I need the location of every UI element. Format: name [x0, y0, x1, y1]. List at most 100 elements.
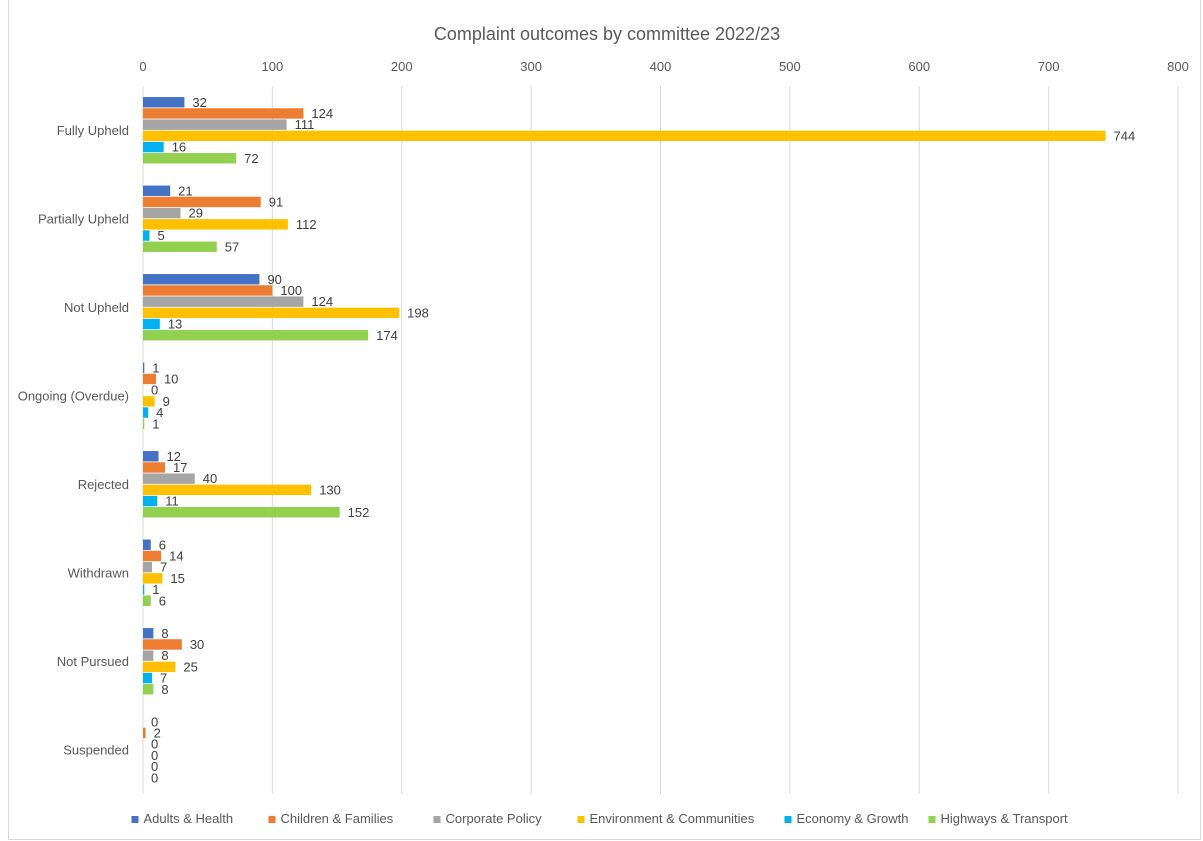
legend: Adults & Health Children & Families Corpor… [131, 811, 1069, 826]
bar-children-families-6 [143, 639, 182, 650]
data-label: 9 [163, 394, 170, 409]
data-label: 72 [244, 151, 258, 166]
data-label: 6 [159, 537, 166, 552]
bar-highways-transport-3 [143, 418, 145, 429]
x-tick-label: 0 [139, 59, 146, 74]
data-label: 0 [151, 383, 158, 398]
legend-swatch [268, 816, 276, 823]
data-label: 744 [1114, 128, 1136, 143]
bar-highways-transport-5 [143, 595, 151, 606]
bar-children-families-5 [143, 550, 162, 562]
category-labels: Fully Upheld Partially Upheld Not Upheld On… [18, 123, 129, 758]
data-label: 100 [280, 283, 302, 298]
bar-children-families-7 [143, 727, 146, 739]
category-label: Not Upheld [64, 300, 129, 315]
bar-highways-transport-0 [143, 153, 237, 164]
legend-swatch [131, 816, 139, 823]
data-label: 152 [348, 505, 370, 520]
bar-economy-growth-4 [143, 495, 158, 507]
data-label: 0 [151, 714, 158, 729]
gridlines [142, 86, 1179, 794]
data-label: 130 [319, 482, 341, 497]
data-label: 8 [161, 682, 168, 697]
data-label: 198 [407, 305, 429, 320]
data-label: 11 [165, 494, 179, 509]
data-label: 5 [157, 228, 164, 243]
bar-environment-communities-3 [143, 396, 155, 407]
bar-highways-transport-6 [143, 684, 154, 695]
data-label: 8 [161, 648, 168, 663]
data-label: 91 [269, 194, 283, 209]
x-tick-label: 600 [908, 59, 930, 74]
data-label: 1 [152, 360, 159, 375]
data-label: 57 [225, 239, 239, 254]
bar-children-families-3 [143, 373, 156, 385]
bar-economy-growth-6 [143, 672, 153, 684]
bar-corporate-policy-4 [143, 473, 195, 484]
bar-highways-transport-2 [143, 330, 369, 341]
data-label: 25 [183, 659, 197, 674]
data-label: 2 [154, 725, 161, 740]
data-label: 6 [159, 593, 166, 608]
bar-corporate-policy-5 [143, 561, 153, 573]
bar-adults-health-2 [143, 274, 260, 285]
data-label: 10 [164, 371, 178, 386]
bar-environment-communities-1 [143, 219, 288, 230]
data-label: 40 [203, 471, 217, 486]
data-label: 174 [376, 328, 398, 343]
data-label: 0 [151, 748, 158, 763]
bar-environment-communities-6 [143, 661, 176, 673]
data-label: 1 [152, 416, 159, 431]
legend-item-label: Children & Families [281, 811, 394, 826]
legend-item-label: Corporate Policy [446, 811, 543, 826]
category-label: Ongoing (Overdue) [18, 388, 129, 403]
legend-swatch [433, 816, 441, 823]
bar-children-families-4 [143, 462, 165, 473]
data-label: 13 [168, 317, 182, 332]
x-tick-label: 500 [779, 59, 801, 74]
x-tick-label: 700 [1038, 59, 1060, 74]
bar-adults-health-4 [143, 451, 159, 462]
x-tick-label: 800 [1167, 59, 1189, 74]
data-label: 90 [267, 272, 281, 287]
x-tick-label: 400 [650, 59, 672, 74]
x-tick-label: 100 [262, 59, 284, 74]
bar-children-families-1 [143, 196, 261, 208]
bar-economy-growth-3 [143, 407, 149, 418]
data-label: 112 [296, 217, 317, 232]
bar-corporate-policy-6 [143, 650, 154, 661]
x-tick-label: 300 [520, 59, 542, 74]
bar-corporate-policy-2 [143, 296, 304, 307]
data-labels: 3212411174416722191291125579010012419813… [151, 95, 1135, 786]
data-label: 30 [190, 637, 204, 652]
data-label: 124 [311, 294, 333, 309]
x-axis-ticks: 0 100 200 300 400 500 600 700 800 [139, 59, 1188, 74]
data-label: 16 [172, 140, 186, 155]
data-label: 32 [192, 95, 206, 110]
legend-swatch [577, 816, 585, 823]
bars [143, 97, 1106, 739]
category-label: Rejected [78, 477, 129, 492]
data-label: 7 [160, 671, 167, 686]
bar-adults-health-1 [143, 185, 171, 196]
data-label: 124 [311, 106, 333, 121]
data-label: 7 [160, 560, 167, 575]
data-label: 21 [178, 183, 192, 198]
category-label: Fully Upheld [57, 123, 129, 138]
bar-environment-communities-5 [143, 573, 163, 584]
bar-economy-growth-5 [143, 584, 145, 595]
legend-item-label: Economy & Growth [797, 811, 909, 826]
category-label: Partially Upheld [38, 211, 129, 226]
bar-environment-communities-2 [143, 307, 400, 319]
legend-swatch [784, 816, 792, 823]
bar-adults-health-6 [143, 628, 154, 639]
bar-children-families-2 [143, 285, 273, 296]
bar-adults-health-5 [143, 539, 151, 550]
legend-swatch [928, 816, 936, 823]
bar-economy-growth-0 [143, 141, 164, 153]
data-label: 15 [170, 571, 184, 586]
legend-item-label: Highways & Transport [941, 811, 1069, 826]
chart-title: Complaint outcomes by committee 2022/23 [434, 24, 780, 44]
bar-highways-transport-4 [143, 507, 340, 518]
